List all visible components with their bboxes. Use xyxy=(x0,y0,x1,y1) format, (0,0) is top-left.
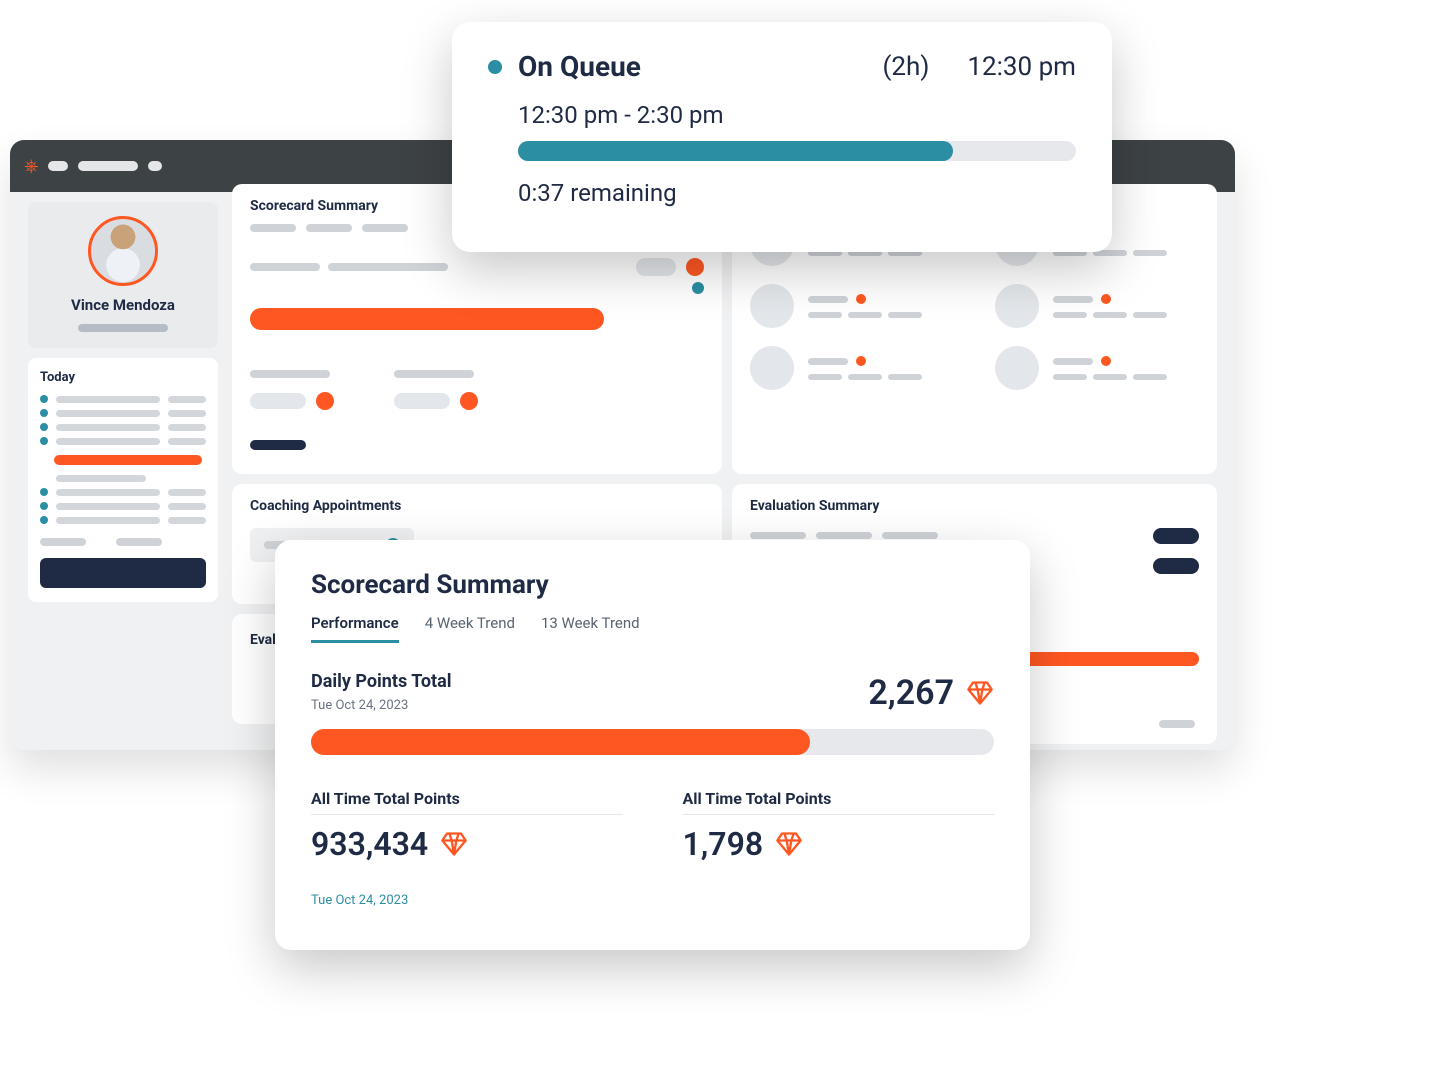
gem-icon xyxy=(966,679,994,707)
badge-placeholder xyxy=(636,258,676,276)
daily-points-fill xyxy=(311,729,810,755)
scorecard-footer-date: Tue Oct 24, 2023 xyxy=(311,893,994,908)
queue-duration: (2h) xyxy=(883,52,930,82)
sidebar: Vince Mendoza Today xyxy=(28,202,218,602)
team-item[interactable] xyxy=(995,346,1200,390)
pill-button[interactable] xyxy=(1153,528,1199,544)
gem-icon xyxy=(775,830,803,858)
titlebar-placeholder xyxy=(48,161,68,171)
metric xyxy=(250,370,334,410)
user-subtitle-placeholder xyxy=(78,324,168,332)
today-card: Today xyxy=(28,358,218,602)
progress-bar xyxy=(250,308,604,330)
total-value: 1,798 xyxy=(683,825,764,863)
tab-4-week-trend[interactable]: 4 Week Trend xyxy=(425,614,515,643)
queue-popover: On Queue (2h) 12:30 pm 12:30 pm - 2:30 p… xyxy=(452,22,1112,252)
daily-points-date: Tue Oct 24, 2023 xyxy=(311,698,452,713)
scorecard-tabs: Performance 4 Week Trend 13 Week Trend xyxy=(311,614,994,643)
today-heading: Today xyxy=(40,370,206,385)
status-dot-icon xyxy=(692,282,704,294)
pill-button[interactable] xyxy=(1153,558,1199,574)
titlebar-placeholder xyxy=(148,161,162,171)
sidebar-cta-button[interactable] xyxy=(40,558,206,588)
total-label: All Time Total Points xyxy=(683,789,995,815)
avatar xyxy=(88,216,158,286)
total-value: 933,434 xyxy=(311,825,428,863)
panel-title: Evaluation Summary xyxy=(750,498,1199,514)
queue-remaining: 0:37 remaining xyxy=(518,179,1076,207)
scorecard-popover: Scorecard Summary Performance 4 Week Tre… xyxy=(275,540,1030,950)
user-name: Vince Mendoza xyxy=(71,296,175,314)
gem-icon xyxy=(440,830,468,858)
scorecard-title: Scorecard Summary xyxy=(311,570,994,600)
daily-points-heading: Daily Points Total xyxy=(311,671,452,692)
team-item[interactable] xyxy=(750,284,955,328)
team-item[interactable] xyxy=(750,346,955,390)
status-dot-icon xyxy=(686,258,704,276)
total-label: All Time Total Points xyxy=(311,789,623,815)
panel-title: Coaching Appointments xyxy=(250,498,704,514)
today-highlight-bar xyxy=(54,455,202,465)
queue-time-range: 12:30 pm - 2:30 pm xyxy=(518,101,1076,129)
tab-performance[interactable]: Performance xyxy=(311,614,399,643)
tab-13-week-trend[interactable]: 13 Week Trend xyxy=(541,614,640,643)
daily-points-track xyxy=(311,729,994,755)
queue-clock: 12:30 pm xyxy=(967,52,1076,82)
queue-progress-track xyxy=(518,141,1076,161)
queue-status-label: On Queue xyxy=(518,50,641,83)
status-dot-icon xyxy=(488,60,502,74)
metric xyxy=(394,370,478,410)
queue-progress-fill xyxy=(518,141,953,161)
app-logo-icon: ⎈ xyxy=(24,156,38,177)
daily-points-value: 2,267 xyxy=(868,673,954,713)
profile-card: Vince Mendoza xyxy=(28,202,218,348)
titlebar-placeholder xyxy=(78,161,138,171)
team-item[interactable] xyxy=(995,284,1200,328)
